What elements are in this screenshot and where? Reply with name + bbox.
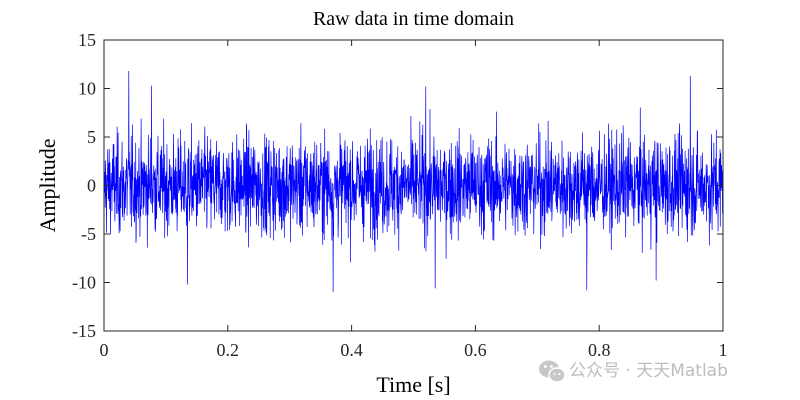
watermark: 公众号 · 天天Matlab [539, 360, 728, 383]
x-tick-label: 0.8 [588, 340, 611, 360]
y-tick-label: 5 [87, 127, 96, 147]
y-tick-label: 15 [78, 30, 96, 50]
y-tick-label: -15 [72, 321, 96, 341]
y-tick-label: -10 [72, 273, 96, 293]
x-tick-label: 0 [100, 340, 109, 360]
watermark-text: 公众号 · 天天Matlab [569, 361, 728, 381]
chart-title: Raw data in time domain [313, 8, 514, 30]
y-tick-label: -5 [81, 224, 96, 244]
x-tick-label: 0.4 [340, 340, 363, 360]
signal-layer [103, 71, 724, 293]
x-tick-label: 0.6 [464, 340, 487, 360]
x-tick-label: 0.2 [217, 340, 240, 360]
y-tick-label: 10 [78, 79, 96, 99]
wechat-icon [539, 360, 566, 383]
y-tick-label: 0 [87, 176, 96, 196]
x-axis-label: Time [s] [376, 372, 450, 397]
ticks-layer: 0 0.2 0.4 0.6 0.8 1 15 10 5 0 -5 -10 -15 [72, 30, 728, 360]
x-tick-label: 1 [719, 340, 728, 360]
signal-series-line [103, 71, 724, 293]
y-axis-label: Amplitude [35, 138, 60, 232]
